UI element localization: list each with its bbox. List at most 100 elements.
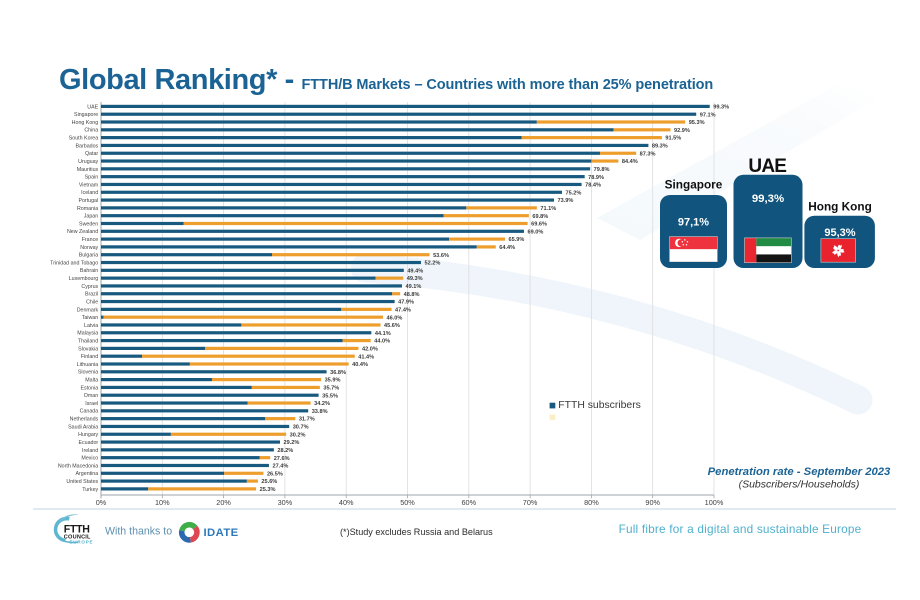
svg-text:100%: 100%: [705, 498, 724, 507]
svg-text:0%: 0%: [96, 498, 107, 507]
svg-text:Luxembourg: Luxembourg: [69, 276, 98, 282]
svg-text:46.0%: 46.0%: [386, 315, 402, 321]
svg-text:Hungary: Hungary: [78, 432, 98, 438]
svg-text:69.0%: 69.0%: [527, 229, 543, 235]
svg-text:50%: 50%: [400, 498, 415, 507]
svg-text:49.1%: 49.1%: [405, 284, 421, 290]
svg-text:84.4%: 84.4%: [622, 159, 638, 165]
svg-text:Turkey: Turkey: [82, 487, 98, 493]
svg-text:30.7%: 30.7%: [293, 425, 309, 431]
svg-text:Slovenia: Slovenia: [78, 370, 98, 376]
svg-text:Barbados: Barbados: [76, 143, 99, 149]
svg-text:75.2%: 75.2%: [565, 190, 581, 196]
svg-text:Cyprus: Cyprus: [81, 284, 98, 290]
svg-text:31.7%: 31.7%: [299, 417, 315, 423]
svg-text:28.2%: 28.2%: [277, 448, 293, 454]
svg-text:70%: 70%: [523, 498, 538, 507]
svg-text:(*)Study excludes Russia and B: (*)Study excludes Russia and Belarus: [340, 527, 493, 537]
svg-text:65.9%: 65.9%: [508, 237, 524, 243]
svg-text:Slovakia: Slovakia: [78, 346, 98, 352]
svg-text:80%: 80%: [584, 498, 599, 507]
svg-text:China: China: [84, 128, 98, 134]
svg-text:26.5%: 26.5%: [267, 471, 283, 477]
svg-text:40%: 40%: [339, 498, 354, 507]
svg-text:COUNCIL: COUNCIL: [64, 535, 91, 541]
svg-text:Japan: Japan: [84, 214, 98, 220]
svg-text:Uruguay: Uruguay: [78, 159, 98, 165]
svg-text:25.3%: 25.3%: [260, 487, 276, 493]
svg-text:36.8%: 36.8%: [330, 370, 346, 376]
svg-text:47.9%: 47.9%: [398, 300, 414, 306]
svg-text:Estonia: Estonia: [81, 385, 99, 391]
svg-text:FTTH: FTTH: [64, 523, 90, 535]
svg-text:64.4%: 64.4%: [499, 245, 515, 251]
svg-text:Iceland: Iceland: [81, 190, 98, 196]
svg-text:91.5%: 91.5%: [665, 136, 681, 142]
svg-text:20%: 20%: [216, 498, 231, 507]
svg-text:Denmark: Denmark: [77, 307, 99, 313]
svg-text:UAE: UAE: [748, 156, 786, 177]
svg-text:Lithuania: Lithuania: [77, 362, 99, 368]
svg-text:Chile: Chile: [86, 299, 98, 305]
svg-text:41.4%: 41.4%: [358, 354, 374, 360]
svg-text:Malta: Malta: [85, 378, 98, 384]
svg-text:South Korea: South Korea: [69, 136, 99, 142]
svg-text:Bulgaria: Bulgaria: [79, 253, 98, 259]
svg-text:53.6%: 53.6%: [433, 253, 449, 259]
svg-text:34.2%: 34.2%: [314, 401, 330, 407]
svg-text:North Macedonia: North Macedonia: [58, 463, 98, 469]
svg-text:48.8%: 48.8%: [404, 292, 420, 298]
svg-text:France: France: [82, 237, 99, 243]
svg-text:35.7%: 35.7%: [323, 386, 339, 392]
svg-text:40.4%: 40.4%: [352, 362, 368, 368]
svg-text:Bahrain: Bahrain: [80, 268, 98, 274]
svg-text:New Zealand: New Zealand: [67, 229, 98, 235]
svg-text:60%: 60%: [461, 498, 476, 507]
svg-text:(Subscribers/Households): (Subscribers/Households): [739, 479, 860, 491]
svg-text:35.9%: 35.9%: [325, 378, 341, 384]
svg-text:Ecuador: Ecuador: [78, 440, 98, 446]
svg-text:Sweden: Sweden: [79, 221, 98, 227]
svg-text:Netherlands: Netherlands: [70, 417, 99, 423]
svg-text:30.2%: 30.2%: [290, 432, 306, 438]
svg-text:44.1%: 44.1%: [375, 331, 391, 337]
svg-text:97.1%: 97.1%: [700, 112, 716, 118]
svg-text:89.3%: 89.3%: [652, 144, 668, 150]
svg-text:99,3%: 99,3%: [752, 193, 784, 205]
svg-text:42.0%: 42.0%: [362, 346, 378, 352]
svg-text:10%: 10%: [155, 498, 170, 507]
svg-text:Latvia: Latvia: [84, 323, 98, 329]
svg-text:27.6%: 27.6%: [274, 456, 290, 462]
svg-text:Saudi Arabia: Saudi Arabia: [68, 424, 98, 430]
svg-text:IDATE: IDATE: [204, 527, 239, 539]
svg-text:Oman: Oman: [84, 393, 98, 399]
svg-text:97,1%: 97,1%: [678, 217, 709, 229]
svg-text:With thanks to: With thanks to: [105, 526, 172, 538]
svg-text:Spain: Spain: [85, 175, 99, 181]
svg-text:Global Ranking* - FTTH/B Marke: Global Ranking* - FTTH/B Markets – Count…: [59, 64, 713, 96]
svg-text:79.8%: 79.8%: [594, 167, 610, 173]
svg-text:44.0%: 44.0%: [374, 339, 390, 345]
svg-text:Norway: Norway: [80, 245, 98, 251]
svg-text:Romania: Romania: [77, 206, 98, 212]
svg-text:Finland: Finland: [81, 354, 98, 360]
svg-text:78.9%: 78.9%: [588, 175, 604, 181]
svg-text:Ireland: Ireland: [82, 448, 98, 454]
svg-text:47.4%: 47.4%: [395, 307, 411, 313]
svg-text:69.8%: 69.8%: [532, 214, 548, 220]
svg-text:71.1%: 71.1%: [540, 206, 556, 212]
svg-text:87.3%: 87.3%: [640, 151, 656, 157]
svg-text:FTTH subscribers: FTTH subscribers: [558, 400, 641, 411]
svg-text:Mexico: Mexico: [81, 456, 98, 462]
svg-text:27.4%: 27.4%: [272, 464, 288, 470]
svg-text:Vietnam: Vietnam: [79, 182, 99, 188]
svg-text:29.2%: 29.2%: [284, 440, 300, 446]
svg-text:Qatar: Qatar: [85, 151, 98, 157]
svg-text:Trinidad and Tobago: Trinidad and Tobago: [50, 260, 98, 266]
svg-text:Hong Kong: Hong Kong: [808, 200, 872, 214]
svg-text:99.3%: 99.3%: [713, 105, 729, 111]
svg-text:Full fibre for a digital and s: Full fibre for a digital and sustainable…: [619, 522, 862, 536]
svg-text:45.6%: 45.6%: [384, 323, 400, 329]
svg-text:73.9%: 73.9%: [558, 198, 574, 204]
svg-text:52.2%: 52.2%: [424, 261, 440, 267]
